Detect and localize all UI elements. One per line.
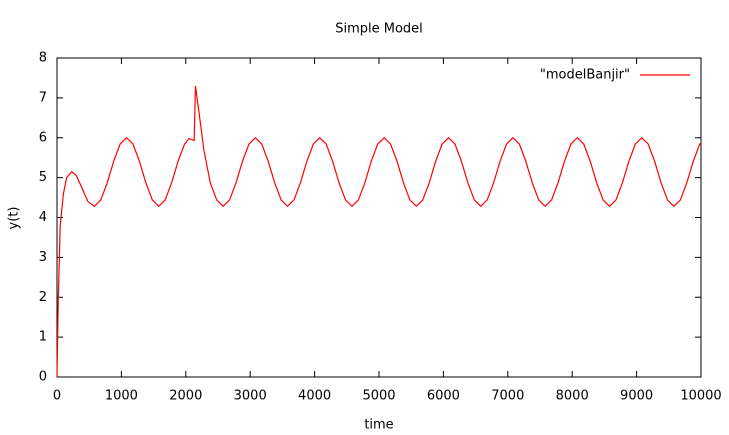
x-tick-label: 1000 (105, 389, 138, 404)
x-tick-label: 6000 (427, 389, 460, 404)
x-tick-label: 9000 (620, 389, 653, 404)
x-tick-label: 8000 (556, 389, 589, 404)
y-tick-label: 3 (39, 250, 47, 265)
x-tick-label: 0 (53, 389, 61, 404)
x-axis-label: time (364, 418, 393, 433)
y-tick-label: 1 (39, 330, 47, 345)
y-tick-label: 7 (39, 90, 47, 105)
x-tick-label: 2000 (169, 389, 202, 404)
y-tick-label: 8 (39, 51, 47, 66)
data-line (56, 85, 702, 378)
y-tick-label: 6 (39, 130, 47, 145)
x-tick-label: 5000 (362, 389, 395, 404)
y-tick-label: 2 (39, 290, 47, 305)
x-tick-label: 10000 (680, 389, 721, 404)
y-tick-label: 4 (39, 210, 47, 225)
y-axis-label: y(t) (7, 207, 22, 230)
chart-title: Simple Model (335, 22, 423, 37)
y-tick-label: 0 (39, 370, 47, 385)
x-tick-label: 4000 (298, 389, 331, 404)
x-tick-label: 7000 (491, 389, 524, 404)
x-tick-label: 3000 (234, 389, 267, 404)
y-tick-label: 5 (39, 170, 47, 185)
legend-label: "modelBanjir" (540, 68, 630, 83)
